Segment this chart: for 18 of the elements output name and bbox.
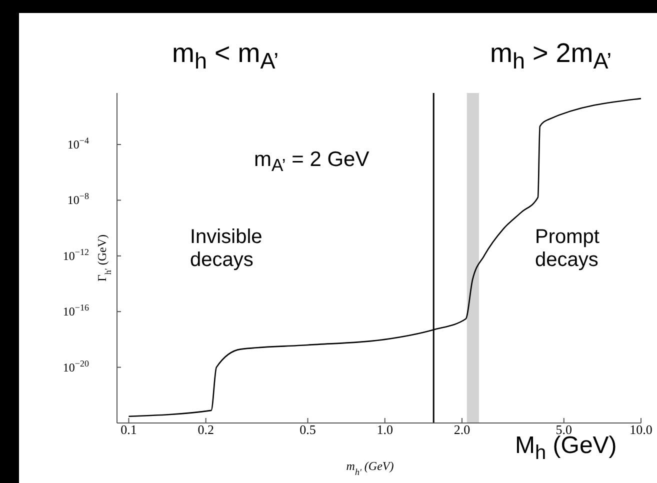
annotation: m$_{A’}$ = 2 GeV [254, 148, 370, 176]
y-tick-label: 10$^{−20}$ [62, 358, 90, 374]
text: m$_{h}$ < m$_{A’}$ [172, 38, 279, 74]
x-tick-label: 0.2 [198, 422, 214, 437]
y-tick-label: 10$^{−16}$ [62, 302, 90, 319]
y-tick-label: 10$^{−4}$ [67, 136, 90, 152]
x-tick-label: 2.0 [454, 422, 470, 437]
annotation: Invisible decays [190, 226, 264, 272]
annotation: Prompt decays [535, 226, 600, 272]
x-tick-label: 10.0 [630, 422, 652, 437]
y-tick-label: 10$^{−12}$ [62, 246, 89, 263]
y-tick-label: 10$^{−8}$ [67, 191, 90, 208]
text: m$_{h}$ > 2m$_{A’}$ [490, 38, 612, 74]
x-tick-label: 0.1 [120, 422, 137, 437]
x-tick-label: 0.5 [300, 422, 316, 437]
x-axis-title: m$_{h′}$ (GeV) [346, 459, 394, 477]
x-tick-label: 5.0 [556, 422, 572, 437]
x-tick-label: 1.0 [376, 422, 393, 437]
